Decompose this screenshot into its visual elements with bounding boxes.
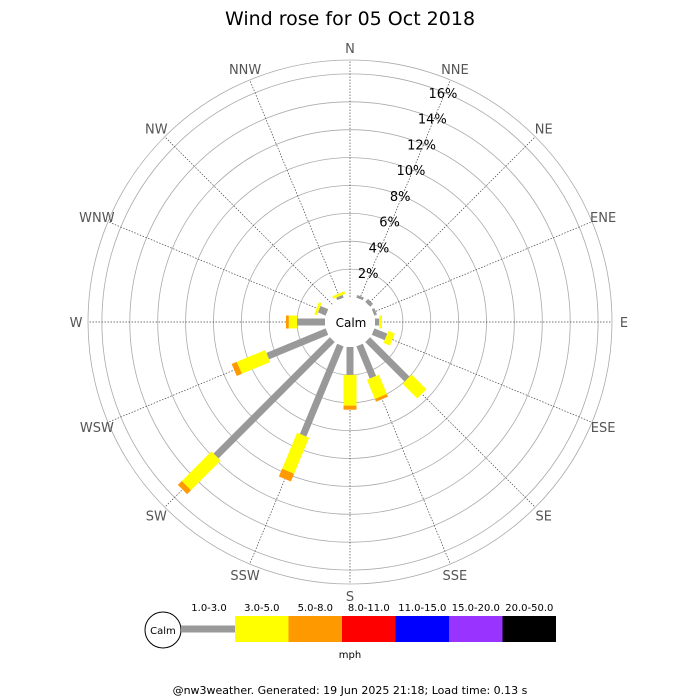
direction-label-sw: SW [146,510,167,525]
ring-label: 16% [428,87,457,102]
bar-sw-3.0-5.0 [181,451,221,491]
calm-circle [327,299,373,345]
bar-sse-3.0-5.0 [366,374,387,400]
bar-nnw-1.0-3.0 [336,295,344,301]
legend-swatch-3 [342,616,396,642]
ring-label: 14% [418,113,447,128]
bar-sse-1.0-3.0 [356,343,377,379]
legend-calm-label: Calm [150,626,176,637]
bar-ese-3.0-5.0 [383,330,395,346]
spoke-nnw [249,79,341,300]
ring-label: 6% [379,216,400,231]
bar-ssw-3.0-5.0 [282,432,310,474]
calm-center: Calm [327,299,373,345]
direction-label-e: E [620,316,628,331]
direction-label-sse: SSE [443,569,468,584]
direction-label-wnw: WNW [79,211,115,226]
ring-label: 4% [369,241,390,256]
spoke-wnw [107,221,328,313]
bar-ene-1.0-3.0 [371,308,377,316]
legend-label-0: 1.0-3.0 [191,603,226,614]
bar-nnw-3.0-5.0 [332,291,346,299]
legend-label-3: 8.0-11.0 [348,603,390,614]
bar-wnw-3.0-5.0 [314,302,322,316]
ring-label: 12% [407,138,436,153]
bar-wsw-3.0-5.0 [236,350,271,374]
ring-label: 10% [396,164,425,179]
spoke-ne [367,136,536,305]
legend-swatch-6 [502,616,556,642]
direction-label-ese: ESE [591,421,616,436]
direction-label-ene: ENE [590,211,616,226]
direction-label-nne: NNE [441,63,469,78]
grid-ring [240,212,459,431]
legend-units: mph [339,650,361,661]
ring-label: 8% [390,190,411,205]
outer-ring [87,59,613,585]
spoke-nne [359,79,451,300]
polar-grid: N NNE NE ENE E ESE SE SSE S SSW SW WSW W WNW NW NNW 2% 4%… [70,42,629,605]
bar-ssw-5.0-8.0 [278,468,295,482]
legend-label-2: 5.0-8.0 [298,603,333,614]
legend-items: 1.0-3.0 3.0-5.0 5.0-8.0 8.0-11.0 11.0-15.0 15… [181,603,556,642]
wind-bars [177,291,427,495]
direction-label-w: W [70,316,83,331]
bar-se-1.0-3.0 [365,337,410,382]
direction-label-nw: NW [145,122,168,137]
legend-label-1: 3.0-5.0 [244,603,279,614]
spoke-ene [372,221,593,313]
direction-label-s: S [346,590,354,605]
legend-swatch-1 [235,616,289,642]
legend-label-6: 20.0-50.0 [505,603,553,614]
bar-sw-5.0-8.0 [177,481,191,495]
spoke-nw [164,136,333,305]
legend-label-4: 11.0-15.0 [398,603,446,614]
bar-ssw-1.0-3.0 [299,343,344,437]
bar-nne-1.0-3.0 [356,295,364,301]
bar-ese-1.0-3.0 [371,328,388,341]
bar-ne-1.0-3.0 [365,298,374,307]
grid-ring [157,129,543,515]
bar-wnw-1.0-3.0 [317,305,329,316]
spoke-ese [372,331,593,423]
bar-se-3.0-5.0 [402,374,427,399]
speed-legend: Calm 1.0-3.0 3.0-5.0 5.0-8.0 8.0-11.0 11.0-1… [144,603,556,661]
bar-wsw-5.0-8.0 [231,361,242,376]
ring-label: 2% [358,267,379,282]
legend-swatch-4 [395,616,449,642]
bar-sw-1.0-3.0 [213,337,335,459]
direction-label-ssw: SSW [230,569,260,584]
legend-label-5: 15.0-20.0 [452,603,500,614]
footer-text: @nw3weather. Generated: 19 Jun 2025 21:1… [173,684,528,697]
direction-label-ne: NE [535,122,553,137]
legend-swatch-5 [449,616,503,642]
calm-label: Calm [336,316,367,330]
chart-title: Wind rose for 05 Oct 2018 [225,8,475,30]
legend-swatch-2 [288,616,342,642]
bar-sse-5.0-8.0 [374,394,388,402]
direction-label-wsw: WSW [80,421,114,436]
direction-label-nnw: NNW [229,63,261,78]
direction-label-n: N [345,42,355,57]
direction-label-se: SE [535,510,551,525]
bar-wsw-1.0-3.0 [266,328,329,360]
